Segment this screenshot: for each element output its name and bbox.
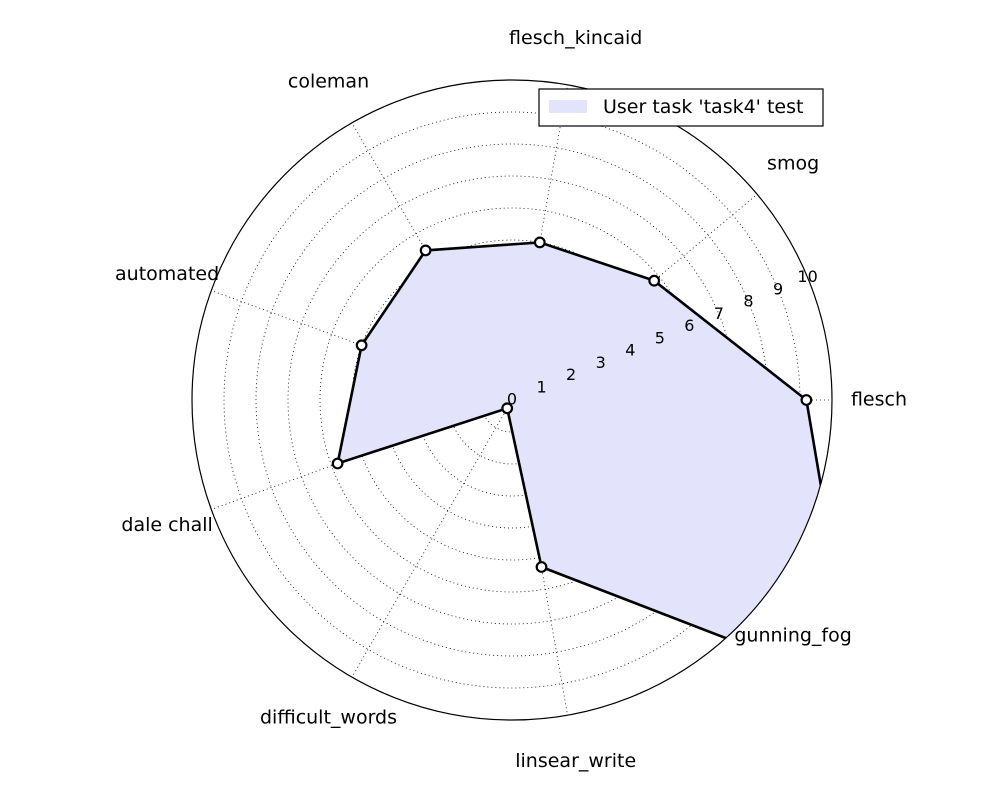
radial-tick-label: 10: [797, 267, 817, 286]
axis-label-gunning_fog: gunning_fog: [734, 624, 851, 646]
radial-tick-label: 9: [773, 279, 783, 298]
axis-label-dale-chall: dale chall: [121, 514, 212, 536]
data-point-smog: [648, 274, 661, 287]
data-point-flesch_kincaid: [533, 236, 546, 249]
legend: User task 'task4' test: [538, 88, 824, 127]
radial-tick-label: 3: [596, 353, 606, 372]
axis-label-automated: automated: [115, 263, 219, 285]
marker-layer: [331, 236, 813, 573]
radial-tick-label: 0: [507, 390, 517, 409]
data-point-automated: [355, 339, 368, 352]
radial-tick-label: 2: [566, 365, 576, 384]
radial-tick-label: 1: [537, 377, 547, 396]
radial-tick-label: 7: [714, 304, 724, 323]
radial-tick-label: 4: [625, 341, 635, 360]
legend-swatch: [549, 100, 587, 113]
axis-label-linsear_write: linsear_write: [515, 750, 636, 772]
legend-label: User task 'task4' test: [603, 96, 803, 118]
series-layer: [335, 241, 832, 691]
data-point-linsear_write: [535, 561, 548, 573]
axis-label-coleman: coleman: [288, 71, 369, 93]
axis-label-smog: smog: [767, 153, 819, 175]
series-area: [337, 242, 832, 688]
frame-layer: [191, 79, 833, 721]
radial-tick-label: 5: [655, 328, 665, 347]
axis-label-flesch_kincaid: flesch_kincaid: [509, 27, 642, 49]
axis-label-difficult_words: difficult_words: [260, 706, 397, 728]
data-point-dale-chall: [331, 457, 344, 470]
tick-layer: 0 12 34 56 78 9 10: [507, 267, 818, 409]
data-point-flesch: [800, 394, 813, 406]
radial-tick-label: 6: [684, 316, 694, 335]
radial-tick-label: 8: [743, 292, 753, 311]
series-line: [335, 241, 832, 691]
axis-label-flesch: flesch: [851, 389, 907, 411]
data-point-coleman: [419, 244, 432, 257]
data-point-difficult_words: [501, 402, 514, 415]
outer-frame: [191, 79, 833, 721]
grid-spoke: [351, 399, 513, 678]
